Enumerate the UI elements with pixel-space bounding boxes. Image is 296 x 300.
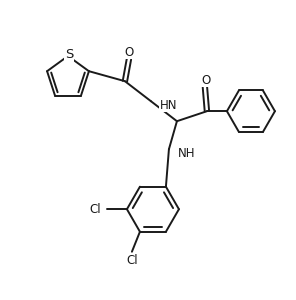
Text: HN: HN [160, 99, 177, 112]
Text: NH: NH [178, 147, 195, 160]
Text: Cl: Cl [126, 254, 138, 267]
Text: O: O [201, 74, 210, 87]
Text: O: O [124, 46, 133, 59]
Text: S: S [65, 49, 73, 62]
Text: Cl: Cl [89, 203, 101, 216]
